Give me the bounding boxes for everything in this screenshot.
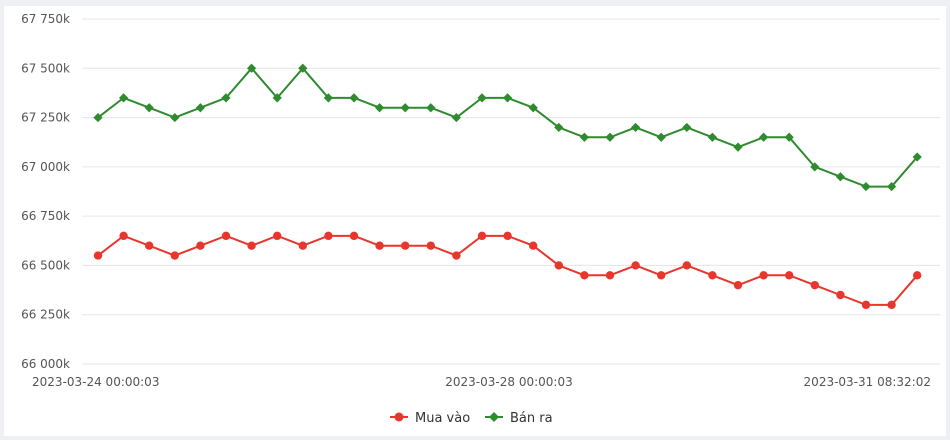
y-tick-label: 67 500k [21,61,70,75]
data-point[interactable] [887,300,896,310]
legend-label: Mua vào [415,411,470,426]
data-point[interactable] [221,93,231,103]
data-point[interactable] [682,261,691,270]
data-point[interactable] [145,241,154,250]
y-tick-label: 66 250k [21,308,70,322]
data-point[interactable] [656,132,666,142]
series-layer [93,63,922,310]
data-point[interactable] [529,241,538,250]
data-point[interactable] [682,122,692,133]
y-tick-label: 66 500k [21,258,70,272]
data-point[interactable] [298,63,308,73]
data-point[interactable] [631,122,641,133]
data-point[interactable] [708,271,717,280]
data-point[interactable] [503,93,513,103]
data-point[interactable] [349,231,359,241]
data-point[interactable] [733,280,743,290]
data-point[interactable] [554,122,564,133]
data-point[interactable] [810,162,820,172]
data-point[interactable] [528,103,538,113]
x-tick-label: 2023-03-28 00:00:03 [445,375,572,389]
data-point[interactable] [554,261,563,270]
y-tick-label: 66 000k [21,357,70,371]
y-tick-label: 67 000k [21,160,70,174]
data-point[interactable] [93,251,103,260]
data-point[interactable] [119,231,128,241]
data-point[interactable] [400,103,410,113]
x-tick-label: 2023-03-31 08:32:02 [804,375,931,389]
data-point[interactable] [733,142,743,152]
data-point[interactable] [784,132,794,142]
data-point[interactable] [426,103,436,113]
data-point[interactable] [631,261,640,270]
grid-lines [82,18,940,365]
data-point[interactable] [426,241,435,250]
y-tick-label: 67 250k [21,111,70,125]
legend-label: Bán ra [510,411,553,426]
series-line-2 [97,67,918,188]
data-point[interactable] [912,152,922,162]
data-point[interactable] [605,132,615,142]
data-point[interactable] [861,181,871,192]
data-point[interactable] [477,93,487,103]
data-point[interactable] [579,132,589,142]
data-point[interactable] [810,280,819,290]
legend-item-1[interactable]: Mua vào [390,411,470,426]
data-point[interactable] [247,63,257,73]
data-point[interactable] [196,241,205,250]
data-point[interactable] [477,231,487,241]
data-point[interactable] [835,172,845,182]
x-axis-tick-labels: 2023-03-24 00:00:03 2023-03-28 00:00:03 20… [32,375,931,389]
x-tick-label: 2023-03-24 00:00:03 [32,375,159,389]
data-point[interactable] [375,241,384,250]
data-point[interactable] [785,271,794,280]
data-point[interactable] [93,112,103,123]
data-point[interactable] [298,241,307,250]
data-point[interactable] [861,300,871,310]
data-point[interactable] [119,93,129,103]
data-point[interactable] [247,241,256,250]
data-point[interactable] [657,271,666,280]
legend-marker [489,412,499,422]
data-point[interactable] [605,271,615,280]
data-point[interactable] [375,103,385,113]
data-point[interactable] [503,231,512,241]
data-point[interactable] [580,271,589,280]
data-point[interactable] [272,93,282,103]
y-tick-label: 67 750k [21,12,70,26]
legend-item-2[interactable]: Bán ra [485,411,553,426]
legend-marker [394,412,404,422]
y-axis-tick-labels: 67 750k 67 500k 67 250k 67 000k 66 750k 66 50… [21,12,70,371]
data-point[interactable] [913,271,922,280]
data-point[interactable] [836,290,845,300]
data-point[interactable] [221,231,231,241]
data-point[interactable] [452,251,461,260]
data-point[interactable] [759,132,769,142]
data-point[interactable] [273,231,282,241]
data-point[interactable] [195,103,205,113]
data-point[interactable] [324,231,333,241]
data-point[interactable] [887,181,897,192]
data-point[interactable] [170,112,180,123]
data-point[interactable] [144,103,154,113]
data-point[interactable] [323,93,333,103]
series-line-1 [97,234,918,306]
data-point[interactable] [707,132,717,142]
data-point[interactable] [759,271,768,280]
data-point[interactable] [451,112,461,123]
legend[interactable]: Mua vào Bán ra [390,411,553,426]
y-tick-label: 66 750k [21,209,70,223]
data-point[interactable] [170,251,179,260]
data-point[interactable] [349,93,359,103]
data-point[interactable] [401,241,410,250]
